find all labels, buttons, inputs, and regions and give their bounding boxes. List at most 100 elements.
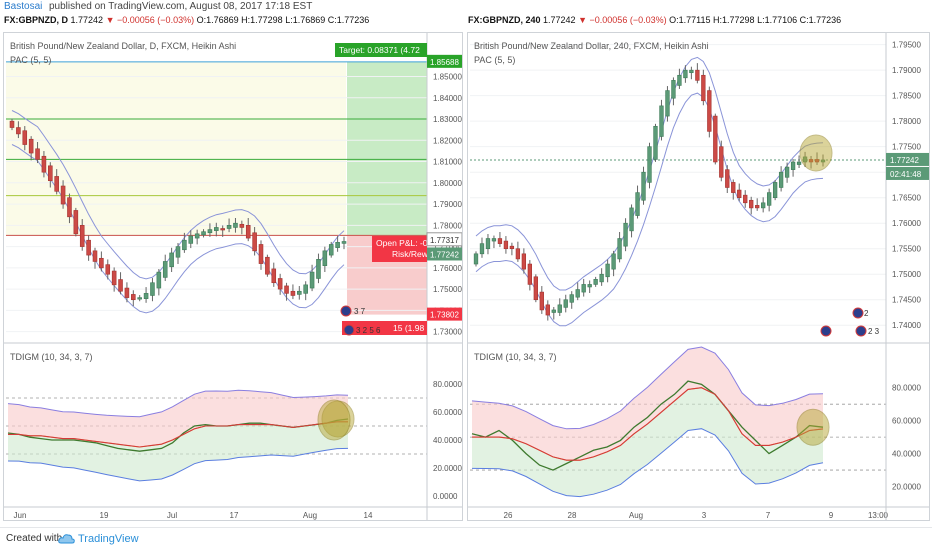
candle	[150, 282, 155, 296]
candle	[515, 248, 521, 260]
candle	[581, 284, 586, 293]
candle	[156, 271, 162, 289]
right-chart-panel[interactable]: 1.795001.790001.785001.780001.775001.770…	[467, 32, 930, 521]
candle	[539, 291, 544, 311]
y-tick-label: 1.81000	[433, 158, 462, 167]
candle	[54, 176, 59, 192]
candle	[713, 115, 718, 163]
x-tick-label: 17	[230, 511, 239, 520]
candle	[790, 161, 796, 170]
candle	[611, 253, 616, 270]
flag-icon[interactable]	[340, 305, 352, 317]
osc-tick-label: 20.0000	[892, 483, 921, 492]
candle	[623, 222, 628, 247]
candle	[497, 238, 503, 244]
right-low: L:1.77106	[757, 15, 798, 25]
flag-icon[interactable]	[855, 325, 867, 337]
flag-icon[interactable]	[343, 324, 355, 336]
highlight-ellipse	[799, 134, 833, 172]
flag-icon[interactable]	[852, 307, 864, 319]
osc-fast-line	[471, 380, 824, 471]
y-tick-label: 1.79000	[892, 66, 921, 75]
left-chart-panel[interactable]: 1.85000 1.84000 1.83000 1.82000 1.81000 1.800…	[3, 32, 463, 521]
left-open: O:1.76869	[196, 15, 239, 25]
left-high: H:1.77298	[241, 15, 283, 25]
x-tick-label: 19	[100, 511, 109, 520]
stop-label: 15 (1.98	[393, 323, 424, 333]
x-tick-label: 3	[702, 511, 707, 520]
event-label: 3 2 5 6	[356, 326, 381, 335]
candle	[41, 155, 47, 173]
candle	[265, 256, 270, 275]
candle	[105, 264, 111, 275]
y-tick-label: 1.76500	[892, 194, 921, 203]
candle	[635, 192, 640, 216]
y-tick-label: 1.76000	[433, 264, 462, 273]
countdown-bg	[886, 166, 929, 180]
y-tick-label: 1.79500	[892, 41, 921, 50]
y-tick-label: 1.83000	[433, 115, 462, 124]
candle	[755, 205, 760, 209]
target-label-bg	[335, 43, 427, 57]
y-tick-label: 1.84000	[433, 94, 462, 103]
candle	[328, 244, 334, 256]
stop-label-bg	[342, 321, 427, 335]
candle	[341, 241, 347, 244]
pac-lower-band	[475, 92, 824, 327]
candle	[214, 227, 219, 231]
osc-slow-line	[472, 387, 824, 461]
y-tick-label: 1.79000	[433, 200, 462, 209]
candle	[593, 279, 598, 285]
flag-icon[interactable]	[820, 325, 832, 337]
candle	[533, 276, 538, 301]
tradingview-brand[interactable]: TradingView	[78, 533, 139, 545]
candle	[182, 239, 187, 251]
candle	[277, 278, 283, 290]
created-with-label: Created with	[6, 533, 63, 544]
right-change: −0.00056 (−0.03%)	[589, 15, 667, 25]
y-tick-label: 1.77000	[433, 243, 462, 252]
candle	[131, 294, 136, 301]
candle	[162, 261, 168, 278]
candle	[137, 297, 142, 300]
x-tick-label: Jul	[167, 511, 177, 520]
x-tick-label: 7	[766, 511, 771, 520]
right-price: 1.77242	[543, 15, 576, 25]
osc-lower-band	[7, 447, 349, 482]
osc-upper-band	[471, 346, 824, 430]
candle	[677, 74, 682, 86]
countdown-label: 02:41:48	[890, 170, 922, 179]
y-tick-label: 1.80000	[433, 179, 462, 188]
candle	[309, 271, 315, 289]
x-tick-label: 26	[504, 511, 513, 520]
candle	[503, 240, 509, 250]
y-tick-label: 1.75000	[892, 270, 921, 279]
candle	[557, 304, 562, 313]
candle	[124, 287, 130, 298]
candle	[737, 189, 742, 199]
right-ohlc-legend: FX:GBPNZD, 240 1.77242 ▼ −0.00056 (−0.03…	[468, 15, 841, 27]
candle	[491, 238, 497, 242]
candle	[796, 161, 802, 165]
x-tick-label: 14	[364, 511, 373, 520]
x-tick-label: Aug	[629, 511, 643, 520]
candle	[749, 199, 754, 209]
risk-reward-label: Risk/Rew	[392, 249, 429, 259]
y-tick-label: 1.73000	[433, 328, 462, 337]
candle	[271, 268, 277, 284]
candle	[220, 228, 225, 231]
left-low: L:1.76869	[285, 15, 326, 25]
right-chart-canvas[interactable]: 1.795001.790001.785001.780001.775001.770…	[468, 33, 929, 520]
candle	[79, 225, 85, 247]
author-name[interactable]: Bastosai	[4, 1, 43, 12]
candle	[239, 223, 245, 228]
highlight-ellipse	[796, 408, 830, 446]
candle	[641, 171, 646, 201]
left-chart-canvas[interactable]: 1.85000 1.84000 1.83000 1.82000 1.81000 1.800…	[4, 33, 462, 520]
open-pl-bg	[372, 236, 427, 262]
right-symbol: FX:GBPNZD, 240	[468, 15, 541, 25]
candle	[322, 250, 328, 267]
background-zone	[6, 61, 346, 236]
candle	[653, 125, 658, 160]
candle	[767, 192, 772, 206]
